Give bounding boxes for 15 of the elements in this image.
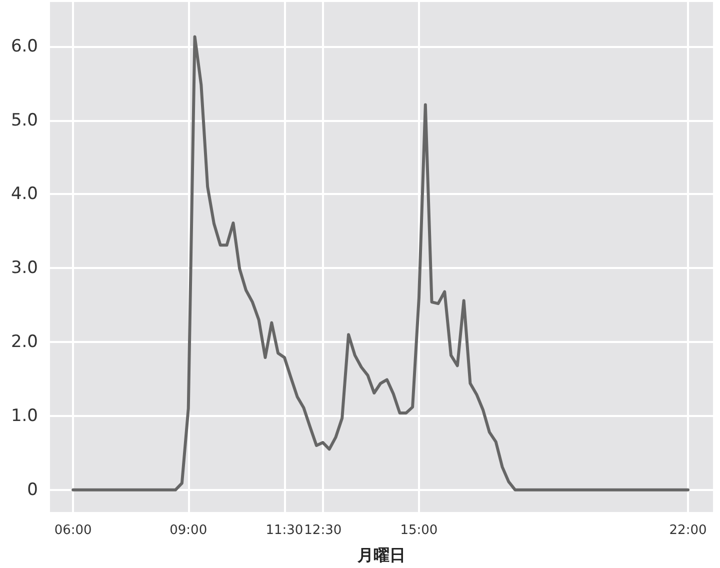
x-tick-label: 12:30 (304, 523, 342, 538)
x-tick-label: 15:00 (400, 523, 438, 538)
x-tick-label: 22:00 (669, 523, 707, 538)
y-tick-label: 3.0 (10, 258, 38, 278)
y-tick-label: 6.0 (10, 36, 38, 56)
x-tick-label: 09:00 (170, 523, 208, 538)
x-axis-title: 月曜日 (356, 546, 406, 564)
y-tick-label: 5.0 (10, 110, 38, 130)
y-tick-label: 1.0 (10, 406, 38, 426)
y-tick-label: 4.0 (10, 184, 38, 204)
line-series (72, 35, 690, 492)
y-tick-label: 0 (27, 480, 38, 500)
x-tick-label: 11:30 (266, 523, 304, 538)
y-tick-label: 2.0 (10, 332, 38, 352)
x-tick-label: 06:00 (54, 523, 92, 538)
